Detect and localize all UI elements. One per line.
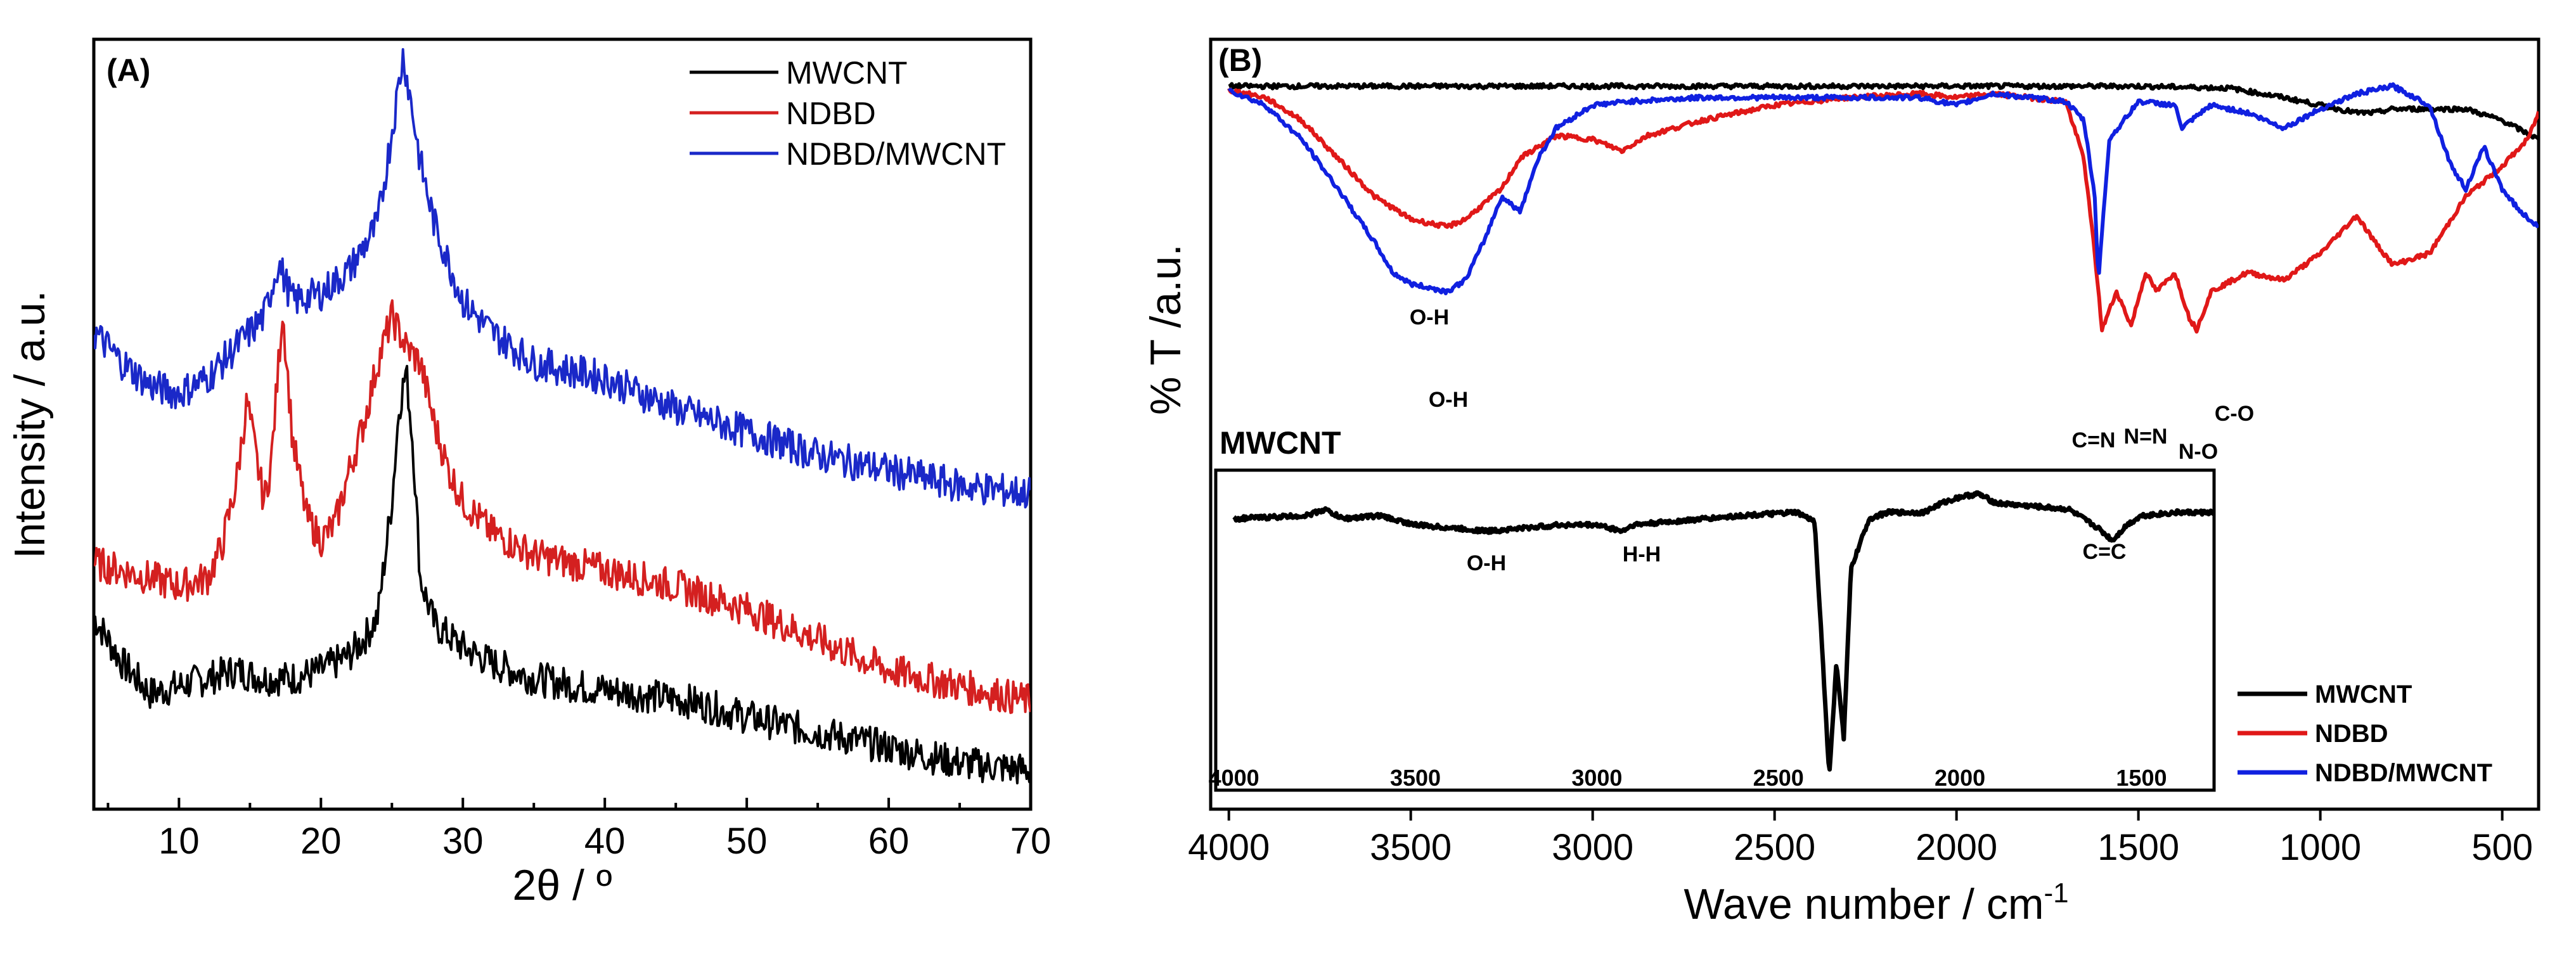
panel-b-x-ticks: 4000 3500 3000 2500 2000 1500 1000 500 [1188,809,2533,868]
inset-annotation-hh: H-H [1623,542,1661,566]
tick-label-b-1500: 1500 [2097,827,2179,868]
tick-label-b-3500: 3500 [1370,827,1452,868]
panel-b: 4000 3500 3000 2500 2000 1500 1000 500 (B) Wave… [1142,37,2541,928]
tick-label-b-500: 500 [2471,827,2533,868]
annotation-co: C-O [2215,402,2254,426]
panel-a-x-ticks: 10 20 30 40 50 60 70 [106,798,1052,862]
inset-tick-label-2500: 2500 [1753,765,1804,791]
inset-tick-label-3000: 3000 [1571,765,1622,791]
tick-label-a-20: 20 [300,821,342,862]
panel-a-series-group [94,48,1031,784]
panel-a-label: (A) [106,53,150,88]
series-a-ndbd-mwcnt [94,48,1031,509]
tick-label-a-40: 40 [584,821,626,862]
panel-b-inset: 4000 3500 3000 2500 2000 1500 MWCNT O-H H-H C… [1209,425,2216,792]
panel-a: 10 20 30 40 50 60 70 (A) 2θ / º Intensity / a.… [6,37,1052,909]
series-a-ndbd [94,299,1031,714]
tick-label-b-4000: 4000 [1188,827,1270,868]
inset-label: MWCNT [1220,425,1341,461]
tick-label-b-2500: 2500 [1734,827,1815,868]
inset-x-ticks: 4000 3500 3000 2500 2000 1500 [1209,765,2167,791]
legend-b-label-ndbd-mwcnt: NDBD/MWCNT [2315,759,2492,787]
legend-b-label-mwcnt: MWCNT [2315,681,2412,708]
series-a-mwcnt [94,364,1031,784]
inset-tick-label-2000: 2000 [1935,765,1985,791]
series-b-ndbd-mwcnt [1227,82,2539,295]
tick-label-a-30: 30 [442,821,484,862]
inset-frame [1214,468,2216,792]
tick-label-a-10: 10 [158,821,200,862]
panel-a-y-axis-label: Intensity / a.u. [6,290,54,558]
inset-tick-label-4000: 4000 [1209,765,1259,791]
legend-b-label-ndbd: NDBD [2315,720,2388,748]
annotation-oh-red: O-H [1410,305,1449,329]
panel-b-series-group [1227,82,2539,334]
panel-b-x-axis-label: Wave number / cm-1 [1684,878,2068,928]
tick-label-a-60: 60 [868,821,910,862]
panel-b-y-axis-label: % T /a.u. [1142,244,1190,415]
inset-annotation-oh: O-H [1467,551,1506,575]
series-b-ndbd [1227,87,2539,334]
annotation-no: N-O [2179,440,2218,464]
tick-label-b-3000: 3000 [1552,827,1633,868]
tick-label-a-50: 50 [726,821,768,862]
tick-label-b-1000: 1000 [2279,827,2361,868]
panel-b-x-axis-label-text: Wave number / cm [1684,880,2044,928]
series-inset-mwcnt [1232,490,2213,772]
panel-a-x-axis-label: 2θ / º [512,861,612,909]
inset-tick-label-1500: 1500 [2116,765,2167,791]
legend-a-label-mwcnt: MWCNT [786,55,908,91]
panel-b-label: (B) [1218,42,1262,78]
panel-b-legend: MWCNT NDBD NDBD/MWCNT [2238,681,2492,787]
annotation-cn: C=N [2072,428,2116,452]
inset-annotation-cc: C=C [2083,540,2127,564]
panel-b-x-axis-label-superscript: -1 [2044,878,2068,909]
legend-a-label-ndbd: NDBD [786,96,876,131]
annotation-oh-blue: O-H [1429,388,1468,412]
inset-tick-label-3500: 3500 [1390,765,1441,791]
tick-label-a-70: 70 [1010,821,1052,862]
panel-a-plot-frame [92,37,1033,811]
annotation-nn: N=N [2124,425,2168,449]
series-b-mwcnt [1228,82,2539,141]
inset-series-group [1232,490,2213,772]
tick-label-b-2000: 2000 [1916,827,1997,868]
legend-a-label-ndbd-mwcnt: NDBD/MWCNT [786,136,1006,172]
panel-a-legend: MWCNT NDBD NDBD/MWCNT [690,55,1006,172]
panel-b-plot-frame [1209,37,2541,811]
